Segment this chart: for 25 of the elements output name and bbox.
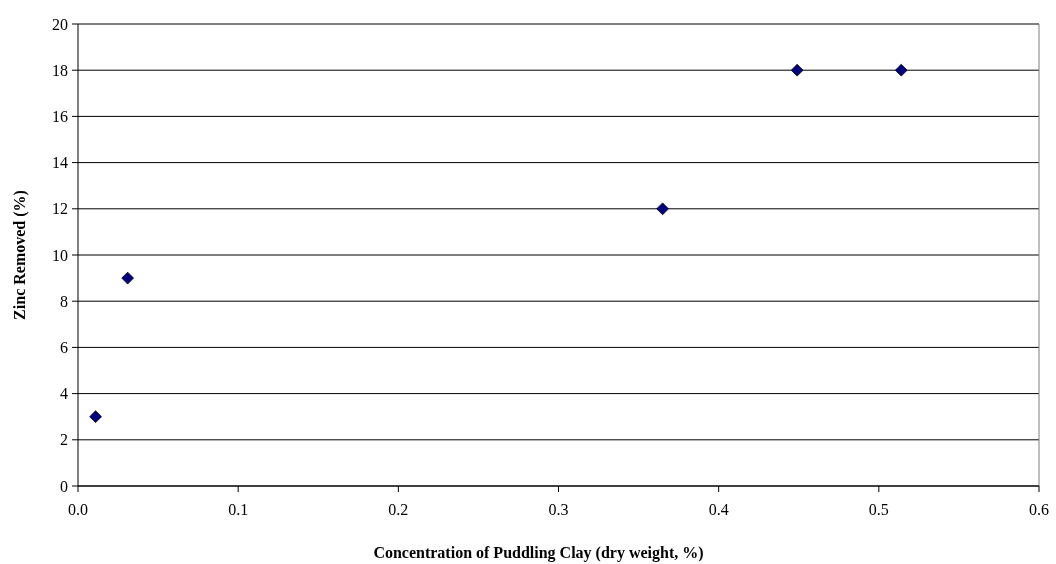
x-tick-label: 0.1 xyxy=(228,501,249,518)
y-tick-label: 16 xyxy=(52,108,68,125)
y-tick-label: 14 xyxy=(52,154,68,172)
point xyxy=(656,202,669,216)
y-tick-label: 12 xyxy=(52,200,68,218)
y-tick-label: 20 xyxy=(52,15,68,33)
point xyxy=(894,63,908,77)
x-tick-label: 0.4 xyxy=(708,501,729,518)
x-axis-title: Concentration of Puddling Clay (dry weight, %) xyxy=(373,544,704,562)
point xyxy=(121,271,134,285)
point xyxy=(89,410,102,424)
x-tick-label: 0.6 xyxy=(1029,501,1049,518)
x-tick-label: 0.5 xyxy=(868,501,889,518)
y-tick-label: 18 xyxy=(52,61,68,79)
y-tick-label: 8 xyxy=(60,292,68,310)
y-tick-label: 10 xyxy=(52,246,68,264)
x-tick-label: 0.2 xyxy=(388,501,409,518)
x-tick-label: 0.0 xyxy=(68,501,88,518)
y-tick-label: 4 xyxy=(60,385,68,403)
point xyxy=(790,63,804,77)
y-tick-label: 6 xyxy=(60,339,68,356)
y-axis-title: Zinc Removed (%) xyxy=(11,190,29,320)
y-tick-label: 2 xyxy=(60,431,68,449)
x-tick-label: 0.3 xyxy=(548,501,569,518)
y-tick-label: 0 xyxy=(60,477,68,495)
